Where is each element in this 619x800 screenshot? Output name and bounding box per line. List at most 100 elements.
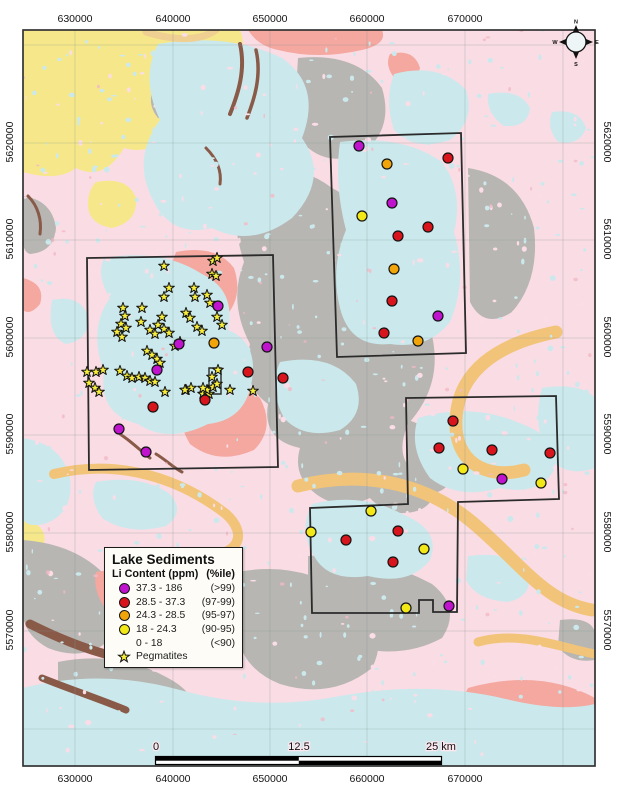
sample-dot-r [386, 295, 398, 307]
pegmatite-star [116, 330, 128, 342]
legend-dot-icon [118, 583, 130, 595]
pegmatite-star [211, 251, 223, 263]
sample-dot-r [544, 447, 556, 459]
pegmatite-star [201, 288, 213, 300]
compass-e-label: E [595, 40, 599, 46]
axis-label-top: 630000 [57, 13, 93, 25]
compass-w-label: W [552, 40, 558, 46]
pegmatite-star [114, 364, 126, 376]
pegmatite-star [159, 385, 171, 397]
pegmatite-star [216, 318, 228, 330]
sample-dot-o [412, 335, 424, 347]
pegmatite-star [111, 325, 123, 337]
legend-percentile-label: (<90) [210, 637, 235, 649]
pegmatite-star [119, 309, 131, 321]
legend-dot-icon [118, 610, 130, 622]
pegmatite-star [212, 363, 224, 375]
pegmatite-star [117, 301, 129, 313]
pegmatite-star [83, 376, 95, 388]
sample-dot-r [486, 444, 498, 456]
pegmatite-star [139, 371, 151, 383]
legend-star-icon [117, 649, 131, 663]
axis-label-bottom: 670000 [447, 773, 483, 785]
sample-dot-m [173, 338, 185, 350]
claim-boundaries [86, 132, 560, 614]
sample-dot-r [447, 415, 459, 427]
sample-dot-m [261, 341, 273, 353]
sample-dot-r [378, 327, 390, 339]
axis-label-top: 650000 [252, 13, 288, 25]
legend-range-label: 28.5 - 37.3 [136, 596, 186, 608]
pegmatite-star [136, 301, 148, 313]
sample-dot-m [140, 446, 152, 458]
sample-dot-r [242, 366, 254, 378]
sample-dot-r [392, 230, 404, 242]
axis-label-bottom: 650000 [252, 773, 288, 785]
sample-dot-r [387, 556, 399, 568]
legend-range-label: 37.3 - 186 [136, 583, 183, 595]
sample-dot-y [365, 505, 377, 517]
sample-dot-y [457, 463, 469, 475]
scale-label: 12.5 [288, 741, 309, 753]
sample-dot-o [381, 158, 393, 170]
sample-dot-r [277, 372, 289, 384]
sample-dot-y [418, 543, 430, 555]
pegmatite-star [156, 310, 168, 322]
legend-row: 0 - 18 (<90) [112, 636, 235, 650]
pegmatite-star [120, 321, 132, 333]
sample-dot-m [212, 300, 224, 312]
pegmatite-star [97, 363, 109, 375]
sample-dot-r [442, 152, 454, 164]
legend-row: 28.5 - 37.3 (97-99) [112, 596, 235, 610]
sample-dot-r [422, 221, 434, 233]
legend-title: Lake Sediments [112, 552, 215, 567]
sample-dot-r [392, 525, 404, 537]
compass-rose: N S E W [552, 20, 599, 69]
sample-points [113, 140, 556, 614]
sample-dot-r [147, 401, 159, 413]
pegmatite-star [154, 356, 166, 368]
legend-row: Pegmatites [112, 649, 235, 664]
sample-dot-r [199, 394, 211, 406]
legend-range-label: 24.3 - 28.5 [136, 610, 186, 622]
legend-row: 37.3 - 186 (>99) [112, 582, 235, 596]
scale-bar: 0 12.5 25 km [152, 740, 457, 766]
pegmatite-star [163, 281, 175, 293]
legend-dot-icon [118, 624, 130, 636]
geology-gray-units [23, 57, 595, 744]
pegmatite-star [210, 269, 222, 281]
sample-dot-y [356, 210, 368, 222]
legend-box: Lake Sediments Li Content (ppm) (%ile) 3… [104, 547, 243, 668]
legend-row: 24.3 - 28.5 (95-97) [112, 609, 235, 623]
axis-label-top: 670000 [447, 13, 483, 25]
pegmatite-star [149, 327, 161, 339]
pegmatite-star [188, 281, 200, 293]
sample-dot-y [400, 602, 412, 614]
legend-col1-header: Li Content (ppm) [112, 568, 199, 580]
pegmatite-star [184, 311, 196, 323]
sample-dot-m [151, 364, 163, 376]
pegmatite-star [179, 383, 191, 395]
legend-rows: 37.3 - 186 (>99) 28.5 - 37.3 (97-99) 24.3 - … [112, 582, 235, 664]
pegmatite-star [224, 383, 236, 395]
legend-range-label: 18 - 24.3 [136, 624, 177, 636]
pegmatite-star [204, 296, 216, 308]
pegmatite-star [158, 290, 170, 302]
sample-dot-m [353, 140, 365, 152]
sample-dot-o [388, 263, 400, 275]
axis-label-bottom: 640000 [155, 773, 191, 785]
sample-dot-m [496, 473, 508, 485]
axis-label-bottom: 630000 [57, 773, 93, 785]
scale-label: 0 [153, 741, 159, 753]
pegmatite-star [180, 306, 192, 318]
legend-percentile-label: (97-99) [201, 596, 235, 608]
southeast-claim-block [309, 395, 560, 614]
sample-dot-y [535, 477, 547, 489]
map-frame [22, 29, 596, 767]
pegmatite-star [93, 385, 105, 397]
pegmatite-star [163, 326, 175, 338]
pegmatite-star [149, 375, 161, 387]
axis-label-top: 660000 [349, 13, 385, 25]
pegmatite-star [196, 324, 208, 336]
